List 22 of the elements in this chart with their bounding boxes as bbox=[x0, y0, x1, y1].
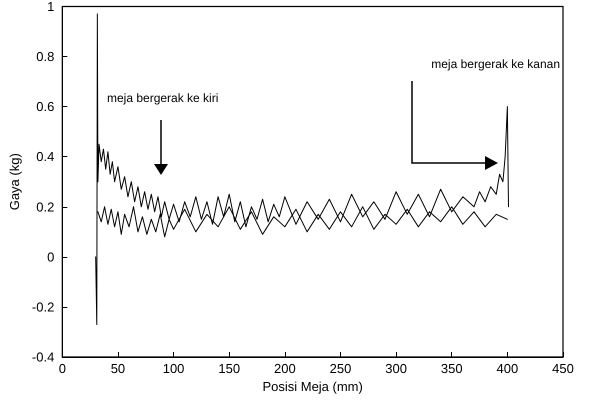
x-tick-label: 450 bbox=[552, 361, 574, 376]
y-tick-label: 0.4 bbox=[36, 149, 54, 164]
y-tick-label: 1 bbox=[47, 0, 54, 14]
x-tick-label: 200 bbox=[274, 361, 296, 376]
x-tick-label: 50 bbox=[110, 361, 126, 376]
x-tick-label: 350 bbox=[440, 361, 463, 376]
x-tick-label: 300 bbox=[385, 361, 407, 376]
y-tick-label: 0.6 bbox=[36, 99, 54, 114]
annotation: meja bergerak ke kiri bbox=[107, 91, 218, 105]
x-tick-label: 150 bbox=[218, 361, 240, 376]
y-tick-label: -0.4 bbox=[32, 350, 54, 364]
y-tick-label: 0 bbox=[47, 249, 54, 264]
y-tick-label: 0.8 bbox=[36, 49, 54, 64]
y-tick-label: 0.2 bbox=[36, 199, 54, 214]
y-tick-label: -0.2 bbox=[32, 299, 54, 314]
x-tick-label: 0 bbox=[58, 361, 66, 376]
y-axis-title: Gaya (kg) bbox=[7, 153, 22, 210]
x-tick-label: 100 bbox=[162, 361, 184, 376]
x-tick-label: 400 bbox=[496, 361, 518, 376]
x-axis-title: Posisi Meja (mm) bbox=[262, 378, 363, 394]
annotation: meja bergerak ke kanan bbox=[431, 57, 560, 71]
x-tick-label: 250 bbox=[330, 361, 352, 376]
